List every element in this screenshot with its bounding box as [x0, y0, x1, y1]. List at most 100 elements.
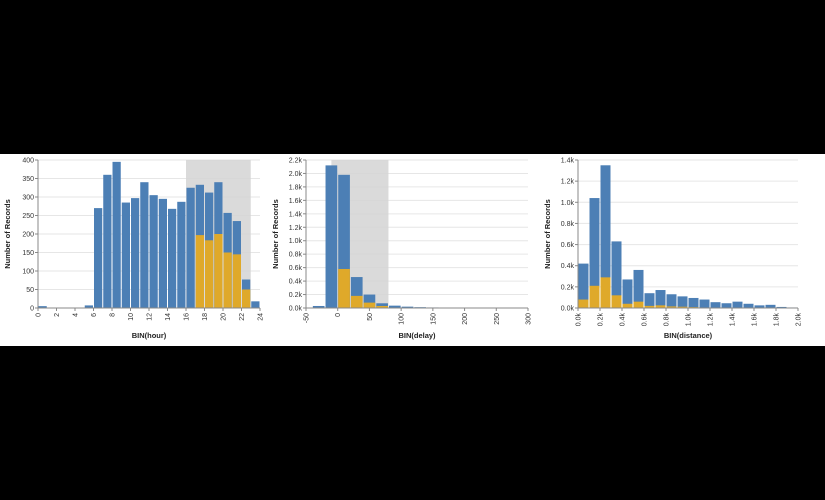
x-tick-label: 0.4k	[620, 313, 627, 327]
y-tick-label: 0.0k	[561, 306, 575, 313]
x-tick-label: 50	[367, 313, 374, 321]
bar-selected-records	[578, 299, 589, 308]
bar-all-records	[622, 279, 633, 308]
y-tick-label: 1.0k	[289, 238, 303, 245]
x-tick-label: 1.4k	[730, 313, 737, 327]
y-tick-label: 250	[22, 213, 34, 220]
x-tick-label: 16	[184, 313, 191, 321]
bar-selected-records	[350, 295, 363, 308]
y-tick-label: 50	[26, 287, 34, 294]
y-tick-label: 200	[22, 232, 34, 239]
x-tick-label: 1.8k	[774, 313, 781, 327]
bar-all-records	[589, 198, 600, 308]
y-tick-label: 0.0k	[289, 306, 303, 313]
bar-all-records	[776, 306, 787, 308]
bar-all-records	[732, 301, 743, 308]
bar-all-records	[401, 306, 414, 308]
x-tick-label: 10	[128, 313, 135, 321]
y-tick-label: 1.8k	[289, 184, 303, 191]
y-tick-label: 0.6k	[289, 265, 303, 272]
y-tick-label: 1.4k	[561, 158, 575, 165]
bar-selected-records	[589, 285, 600, 308]
y-tick-label: 0.4k	[561, 263, 575, 270]
bar-all-records	[721, 303, 732, 308]
bar-all-records	[376, 303, 388, 308]
x-tick-label: 0.0k	[576, 313, 583, 327]
bar-all-records	[600, 165, 611, 308]
chart-3: 0.0k 0.2k 0.4k 0.6k 0.8k 1.0k 1.2k 1.4k 0.0k 0.2k…	[543, 158, 803, 341]
bar-all-records	[158, 198, 167, 308]
bar-all-records	[112, 161, 121, 308]
bar-selected-records	[214, 234, 223, 308]
x-tick-label: 300	[526, 313, 533, 325]
bar-all-records	[149, 195, 158, 308]
x-tick-label: 6	[91, 313, 98, 317]
bar-all-records	[131, 198, 140, 308]
bar-selected-records	[205, 240, 214, 308]
x-tick-label: 22	[239, 313, 246, 321]
y-tick-label: 0.2k	[561, 284, 575, 291]
x-tick-label: 4	[73, 313, 80, 317]
y-tick-label: 150	[22, 250, 34, 257]
x-axis-title: BIN(hour)	[132, 331, 167, 340]
bar-all-records	[743, 303, 754, 308]
bar-all-records	[338, 174, 350, 308]
bar-all-records	[121, 202, 130, 308]
x-tick-label: 2.0k	[796, 313, 803, 327]
x-tick-label: 8	[110, 313, 117, 317]
bar-selected-records	[232, 254, 241, 308]
bar-selected-records	[611, 295, 622, 308]
bar-all-records	[655, 290, 666, 308]
x-tick-label: 1.0k	[686, 313, 693, 327]
bar-all-records	[84, 305, 93, 308]
chart-2: 0.0k 0.2k 0.4k 0.6k 0.8k 1.0k 1.2k 1.4k 1.6k 1.8k…	[271, 158, 533, 341]
y-tick-label: 350	[22, 176, 34, 183]
bar-all-records	[325, 165, 338, 308]
bar-all-records	[644, 293, 655, 308]
bar-selected-records	[633, 301, 644, 308]
bar-all-records	[363, 294, 376, 308]
x-tick-label: 14	[165, 313, 172, 321]
x-tick-label: 20	[221, 313, 228, 321]
bar-all-records	[38, 306, 47, 308]
x-tick-label: 1.6k	[752, 313, 759, 327]
x-tick-label: 2	[54, 313, 61, 317]
bar-all-records	[388, 305, 401, 308]
y-tick-label: 1.0k	[561, 200, 575, 207]
bar-all-records	[754, 305, 765, 308]
y-tick-label: 2.0k	[289, 171, 303, 178]
bar-all-records	[350, 277, 363, 308]
bar-selected-records	[338, 268, 350, 308]
x-tick-label: 24	[258, 313, 265, 321]
bar-all-records	[699, 299, 710, 308]
y-tick-label: 1.4k	[289, 211, 303, 218]
bar-selected-records	[376, 305, 388, 308]
bar-all-records	[168, 208, 177, 308]
x-tick-label: 18	[202, 313, 209, 321]
x-tick-label: 12	[147, 313, 154, 321]
bar-all-records	[710, 302, 721, 308]
y-axis-title: Number of Records	[543, 199, 552, 269]
bar-selected-records	[363, 302, 376, 308]
y-tick-label: 400	[22, 158, 34, 165]
bar-selected-records	[655, 305, 666, 308]
bar-selected-records	[223, 252, 232, 308]
x-tick-label: 0.6k	[642, 313, 649, 327]
x-tick-label: 0.2k	[598, 313, 605, 327]
y-tick-label: 0.8k	[561, 221, 575, 228]
x-tick-label: 100	[399, 313, 406, 325]
bar-all-records	[186, 187, 195, 308]
bar-selected-records	[622, 303, 633, 308]
bar-selected-records	[600, 277, 611, 308]
y-tick-label: 2.2k	[289, 158, 303, 165]
bar-selected-records	[644, 305, 655, 308]
y-tick-label: 100	[22, 269, 34, 276]
x-tick-label: 0	[335, 313, 342, 317]
x-tick-label: 0.8k	[664, 313, 671, 327]
y-tick-label: 1.2k	[561, 179, 575, 186]
x-tick-label: 150	[430, 313, 437, 325]
bar-all-records	[94, 208, 103, 308]
bar-all-records	[140, 182, 149, 308]
